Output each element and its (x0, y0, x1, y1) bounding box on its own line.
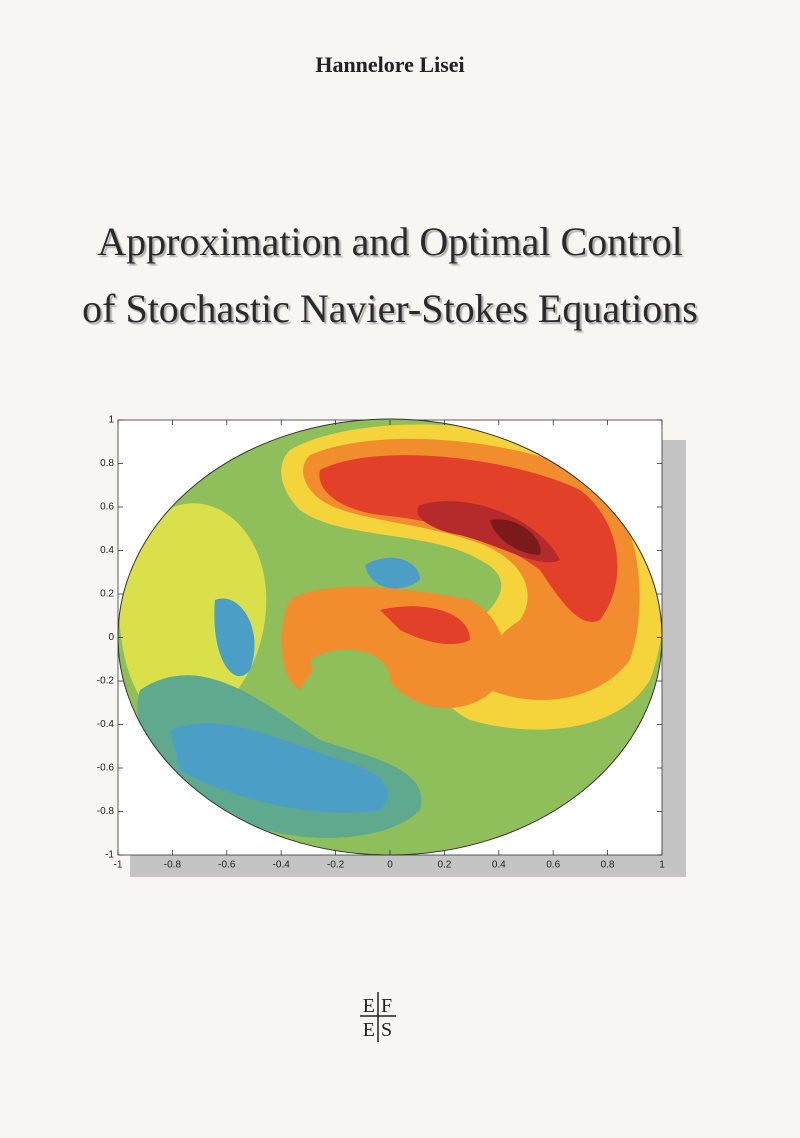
x-tick-label: 0.2 (437, 860, 451, 871)
x-tick-label: 0 (387, 860, 393, 871)
logo-letter: E (363, 1019, 375, 1041)
logo-letter: E (363, 995, 375, 1017)
x-tick-label: 0.8 (601, 860, 615, 871)
y-tick-label: -0.4 (97, 719, 115, 730)
y-tick-label: -0.2 (97, 676, 115, 687)
y-tick-label: -0.8 (97, 806, 115, 817)
logo-letter: S (381, 1019, 392, 1041)
x-tick-label: -0.8 (164, 860, 182, 871)
publisher-logo: E F E S (360, 992, 396, 1042)
x-tick-label: -0.2 (327, 860, 345, 871)
x-tick-label: -0.6 (218, 860, 236, 871)
y-tick-label: -1 (105, 850, 114, 861)
title-line: Approximation and Optimal Control (97, 219, 683, 264)
x-tick-label: 0.4 (492, 860, 506, 871)
y-tick-label: 0.2 (100, 589, 114, 600)
y-tick-label: 1 (108, 415, 114, 426)
y-tick-label: 0.6 (100, 502, 114, 513)
y-tick-label: 0.4 (100, 545, 114, 556)
x-tick-label: -1 (114, 860, 123, 871)
x-tick-label: 1 (659, 860, 665, 871)
y-tick-label: 0.8 (100, 458, 114, 469)
y-tick-label: 0 (108, 632, 114, 643)
y-tick-label: -0.6 (97, 763, 115, 774)
figure-ticks: -1 -0.8 -0.6 -0.4 -0.2 0 0.2 0.4 0.6 0.8 1 -1 -0.8 -0… (97, 415, 665, 871)
author: Hannelore Lisei (315, 52, 464, 77)
x-tick-label: 0.6 (546, 860, 560, 871)
logo-letter: F (381, 995, 392, 1017)
x-tick-label: -0.4 (273, 860, 291, 871)
title-line: of Stochastic Navier-Stokes Equations (82, 286, 698, 331)
contour-field (118, 419, 662, 855)
